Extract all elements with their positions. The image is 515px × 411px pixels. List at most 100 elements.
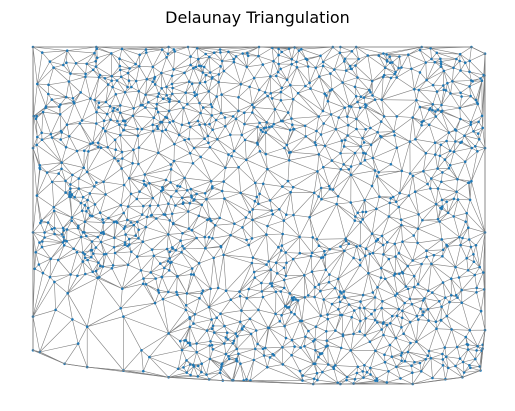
data-point [349, 201, 353, 204]
data-point [79, 91, 82, 94]
data-point [47, 92, 50, 96]
data-point [89, 249, 93, 252]
data-point [109, 118, 112, 121]
data-point [439, 57, 442, 61]
data-point [167, 290, 170, 294]
data-point [361, 293, 365, 297]
data-point [195, 350, 198, 354]
data-point [106, 146, 109, 149]
data-point [197, 261, 201, 265]
data-point [429, 187, 432, 190]
data-point [224, 166, 227, 169]
data-point [86, 258, 89, 262]
data-point [403, 359, 407, 363]
data-point [316, 170, 319, 173]
data-point [48, 60, 52, 63]
data-point [159, 262, 162, 265]
data-point [182, 106, 185, 110]
data-point [122, 227, 126, 230]
data-point [99, 146, 103, 149]
data-point [119, 203, 123, 207]
data-point [371, 156, 375, 160]
data-point [416, 227, 420, 230]
data-point [213, 331, 216, 334]
data-point [292, 296, 296, 299]
data-point [248, 85, 251, 89]
data-point [43, 231, 46, 234]
data-point [252, 270, 256, 274]
data-point [111, 264, 115, 267]
data-point [348, 64, 352, 68]
data-point [424, 151, 428, 155]
data-point [319, 133, 323, 136]
data-point [406, 287, 410, 291]
data-point [187, 121, 191, 125]
data-point [118, 57, 121, 60]
data-point [324, 268, 328, 272]
data-point [245, 378, 248, 381]
data-point [234, 55, 238, 58]
data-point [91, 68, 95, 72]
data-point [203, 137, 206, 140]
data-point [248, 210, 251, 214]
data-point [337, 308, 340, 311]
data-point [156, 127, 160, 130]
data-point [339, 245, 342, 248]
data-point [209, 340, 212, 343]
data-point [307, 329, 310, 333]
data-point [184, 304, 188, 307]
data-point [207, 90, 211, 93]
data-point [151, 80, 154, 83]
data-point [441, 358, 445, 361]
data-point [172, 48, 176, 51]
data-point [129, 192, 133, 196]
data-point [363, 103, 367, 106]
data-point [181, 244, 184, 248]
data-point [388, 201, 392, 205]
data-point [189, 273, 193, 276]
data-point [339, 168, 343, 171]
data-point [436, 108, 440, 111]
data-point [134, 62, 137, 66]
data-point [205, 373, 208, 376]
data-point [259, 128, 263, 132]
data-point [219, 368, 222, 371]
data-point [180, 196, 184, 200]
data-point [344, 239, 348, 243]
data-point [334, 329, 337, 332]
data-point [434, 202, 438, 206]
data-point [469, 366, 472, 370]
data-point [316, 378, 319, 382]
data-point [304, 135, 308, 138]
data-point [468, 70, 471, 74]
data-point [455, 345, 459, 349]
data-point [161, 186, 164, 189]
data-point [290, 296, 294, 300]
data-point [272, 122, 276, 126]
data-point [138, 53, 141, 57]
data-point [293, 345, 296, 348]
data-point [361, 218, 365, 221]
data-point [111, 85, 114, 89]
data-point [326, 317, 330, 321]
data-point [274, 312, 277, 316]
data-point [328, 248, 332, 251]
data-point [339, 152, 342, 155]
data-point [379, 266, 383, 270]
data-point [364, 317, 368, 320]
data-point [256, 342, 259, 346]
data-point [176, 274, 179, 278]
data-point [465, 211, 469, 215]
data-point [223, 342, 226, 345]
data-point [336, 195, 340, 198]
data-point [98, 211, 102, 214]
data-point [394, 294, 397, 297]
data-point [206, 218, 209, 222]
data-point [464, 61, 467, 64]
data-point [288, 128, 292, 132]
data-point [75, 250, 79, 254]
data-point [83, 256, 87, 260]
data-point [373, 318, 377, 322]
data-point [467, 226, 470, 229]
data-point [197, 57, 200, 61]
